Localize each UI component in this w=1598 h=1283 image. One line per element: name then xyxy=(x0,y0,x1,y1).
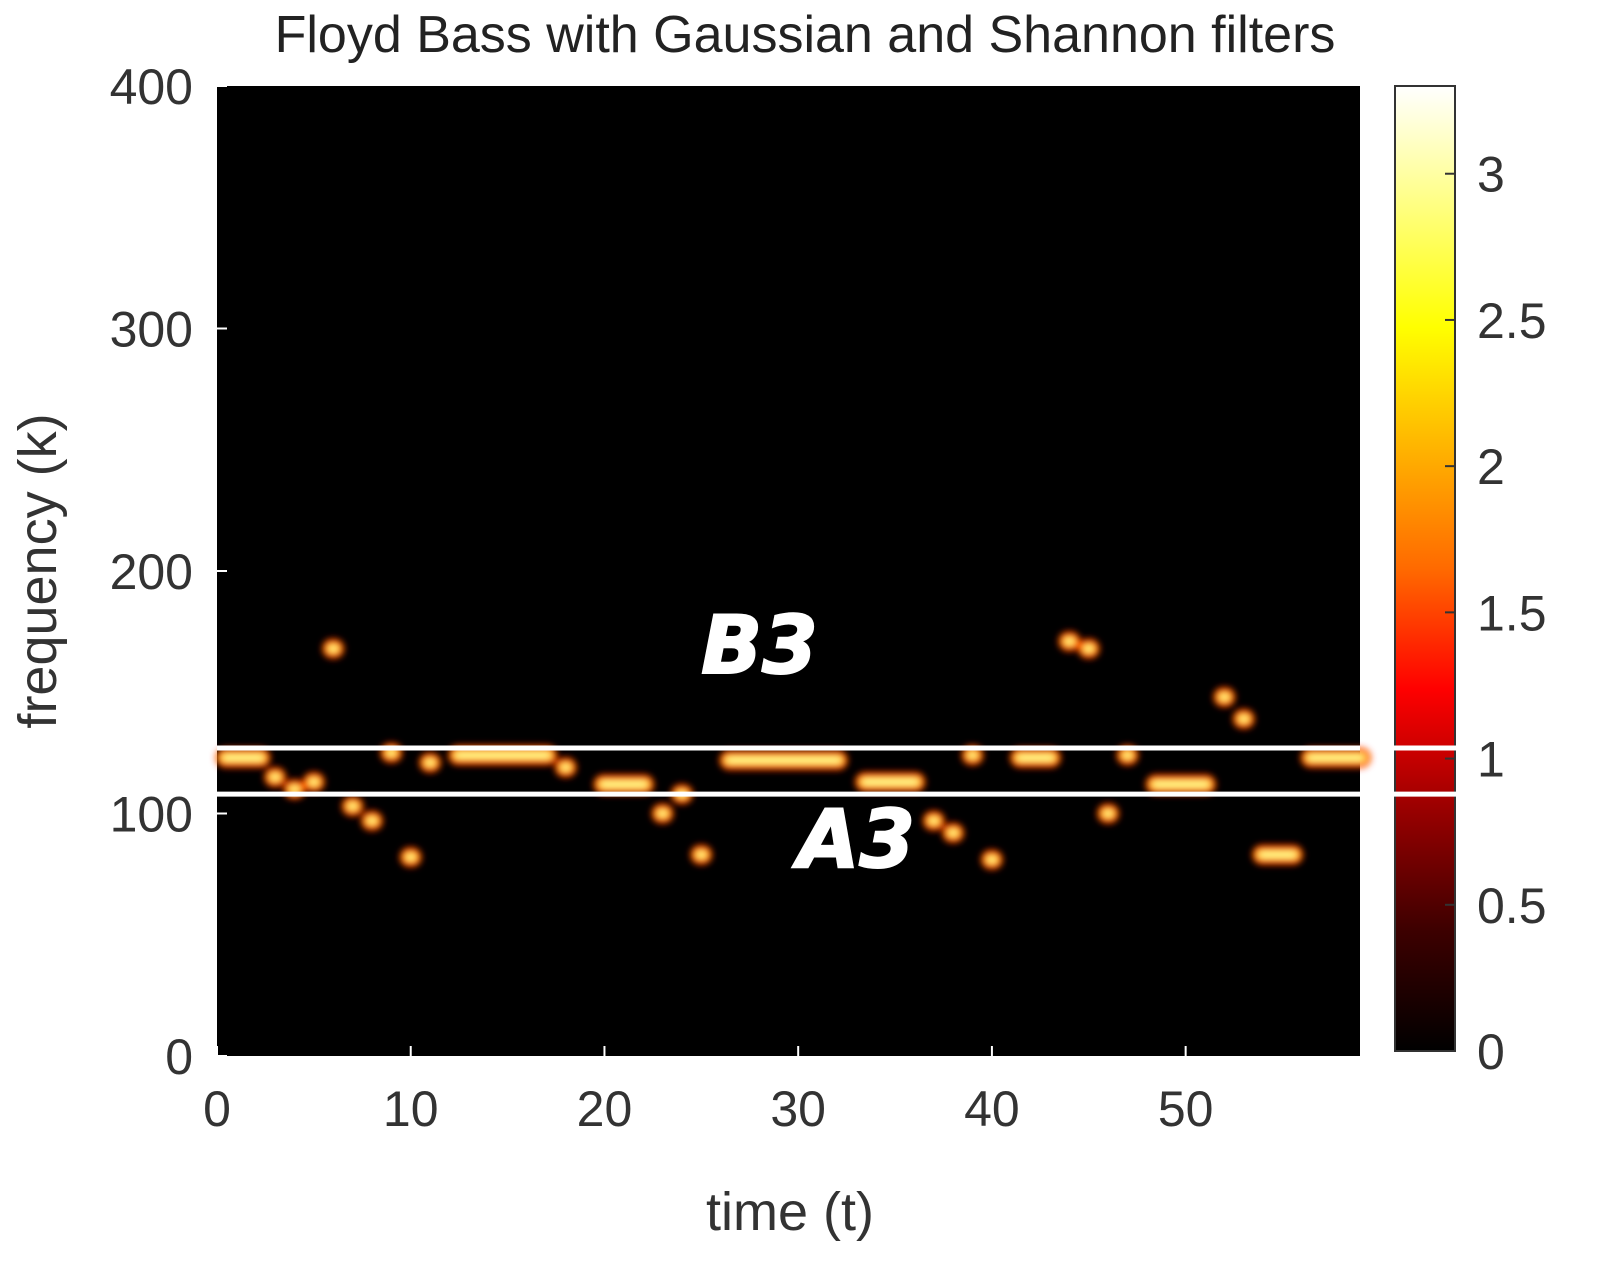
y-axis-ticks: 0 100 200 300 400 xyxy=(110,59,227,1085)
x-axis-label: time (t) xyxy=(706,1182,874,1242)
heat-spot-core xyxy=(1307,754,1364,761)
heat-spot xyxy=(719,750,848,771)
heat-spot xyxy=(651,803,674,824)
reference-lines xyxy=(217,745,1360,797)
heat-spot-core xyxy=(1016,754,1055,761)
y-tick-label: 0 xyxy=(165,1029,193,1085)
heat-spot-core xyxy=(387,749,396,756)
heat-spot xyxy=(1058,631,1081,652)
colorbar-tick-label: 2 xyxy=(1477,439,1505,495)
heat-spot xyxy=(1252,844,1304,865)
heat-spot xyxy=(1077,638,1100,659)
heat-spot xyxy=(854,771,926,792)
plot-background xyxy=(217,86,1360,1056)
heat-spot-core xyxy=(1239,715,1248,722)
heat-spot-core xyxy=(1152,781,1210,788)
heat-spot xyxy=(399,847,422,868)
annotation-label: A3 xyxy=(792,793,916,886)
annotations: B3 A3 xyxy=(700,598,916,887)
plot-area: B3 A3 xyxy=(215,86,1371,1056)
heat-spot xyxy=(322,638,345,659)
y-tick-label: 200 xyxy=(110,544,193,600)
heat-spot xyxy=(593,774,655,795)
heat-spot xyxy=(360,810,383,831)
colorbar-tick-label: 1.5 xyxy=(1477,585,1547,641)
heat-spot-core xyxy=(406,854,415,861)
heat-spot-core xyxy=(426,759,435,766)
x-tick-label: 30 xyxy=(770,1081,826,1137)
y-axis-label: frequency (k) xyxy=(8,413,68,728)
heat-spot-core xyxy=(929,817,938,824)
heat-spot-core xyxy=(1084,645,1093,652)
heat-spot-core xyxy=(1104,810,1113,817)
x-tick-label: 40 xyxy=(964,1081,1020,1137)
heat-spot xyxy=(942,822,965,843)
colorbar-tick-label: 1 xyxy=(1477,732,1505,788)
heat-spot xyxy=(1300,747,1371,768)
heat-spot xyxy=(302,771,325,792)
heat-spot-core xyxy=(1123,752,1132,759)
heat-spot-core xyxy=(561,764,570,771)
heat-spot xyxy=(215,747,271,768)
colorbar-tick-label: 0 xyxy=(1477,1024,1505,1080)
colorbar-tick-label: 3 xyxy=(1477,147,1505,203)
heat-spot xyxy=(922,810,945,831)
x-tick-label: 0 xyxy=(203,1081,231,1137)
heat-spot-core xyxy=(987,856,996,863)
annotation-label: B3 xyxy=(701,599,818,692)
heat-spot xyxy=(341,796,364,817)
heat-spot xyxy=(1009,747,1062,768)
heat-spot xyxy=(554,757,577,778)
heat-spot-core xyxy=(329,645,338,652)
colorbar-gradient xyxy=(1394,85,1456,1052)
heat-spot-core xyxy=(968,752,977,759)
colorbar-tick-label: 0.5 xyxy=(1477,878,1547,934)
y-tick-label: 300 xyxy=(110,302,193,358)
y-tick-label: 100 xyxy=(110,787,193,843)
heat-spot-core xyxy=(726,757,841,764)
colorbar-tick-label: 2.5 xyxy=(1477,293,1547,349)
heat-spot-core xyxy=(658,810,667,817)
heat-spot-core xyxy=(697,851,706,858)
heat-spot-core xyxy=(1065,638,1074,645)
chart-title: Floyd Bass with Gaussian and Shannon fil… xyxy=(275,6,1336,64)
colorbar-ticks: 0 0.5 1 1.5 2 2.5 3 xyxy=(1445,147,1547,1080)
y-tick-label: 400 xyxy=(110,59,193,115)
x-tick-label: 50 xyxy=(1158,1081,1214,1137)
x-tick-label: 20 xyxy=(577,1081,633,1137)
x-axis-ticks: 0 10 20 30 40 50 xyxy=(203,1046,1213,1137)
heat-spot-core xyxy=(1259,851,1297,858)
heat-spot xyxy=(1145,774,1217,795)
x-tick-label: 10 xyxy=(383,1081,439,1137)
heat-spot-core xyxy=(290,786,299,793)
heat-spot-core xyxy=(367,817,376,824)
heat-spot-core xyxy=(271,774,280,781)
colorbar-reference-lines xyxy=(1387,745,1463,797)
heat-spot xyxy=(980,849,1003,870)
heat-spot-core xyxy=(455,752,551,759)
heat-spot xyxy=(1097,803,1120,824)
heat-spot xyxy=(264,767,287,788)
heat-spot-core xyxy=(309,778,318,785)
heat-spot xyxy=(1232,708,1255,729)
heat-spot-core xyxy=(222,754,264,761)
heat-spot-core xyxy=(949,829,958,836)
colorbar: 0 0.5 1 1.5 2 2.5 3 xyxy=(1387,85,1547,1080)
heat-spot-core xyxy=(600,781,648,788)
heat-spot xyxy=(1213,687,1236,708)
heat-spot-core xyxy=(1220,694,1229,701)
heat-spot-core xyxy=(348,803,357,810)
heat-spot-core xyxy=(861,778,919,785)
heat-spot xyxy=(690,844,713,865)
heat-spot xyxy=(419,752,442,773)
